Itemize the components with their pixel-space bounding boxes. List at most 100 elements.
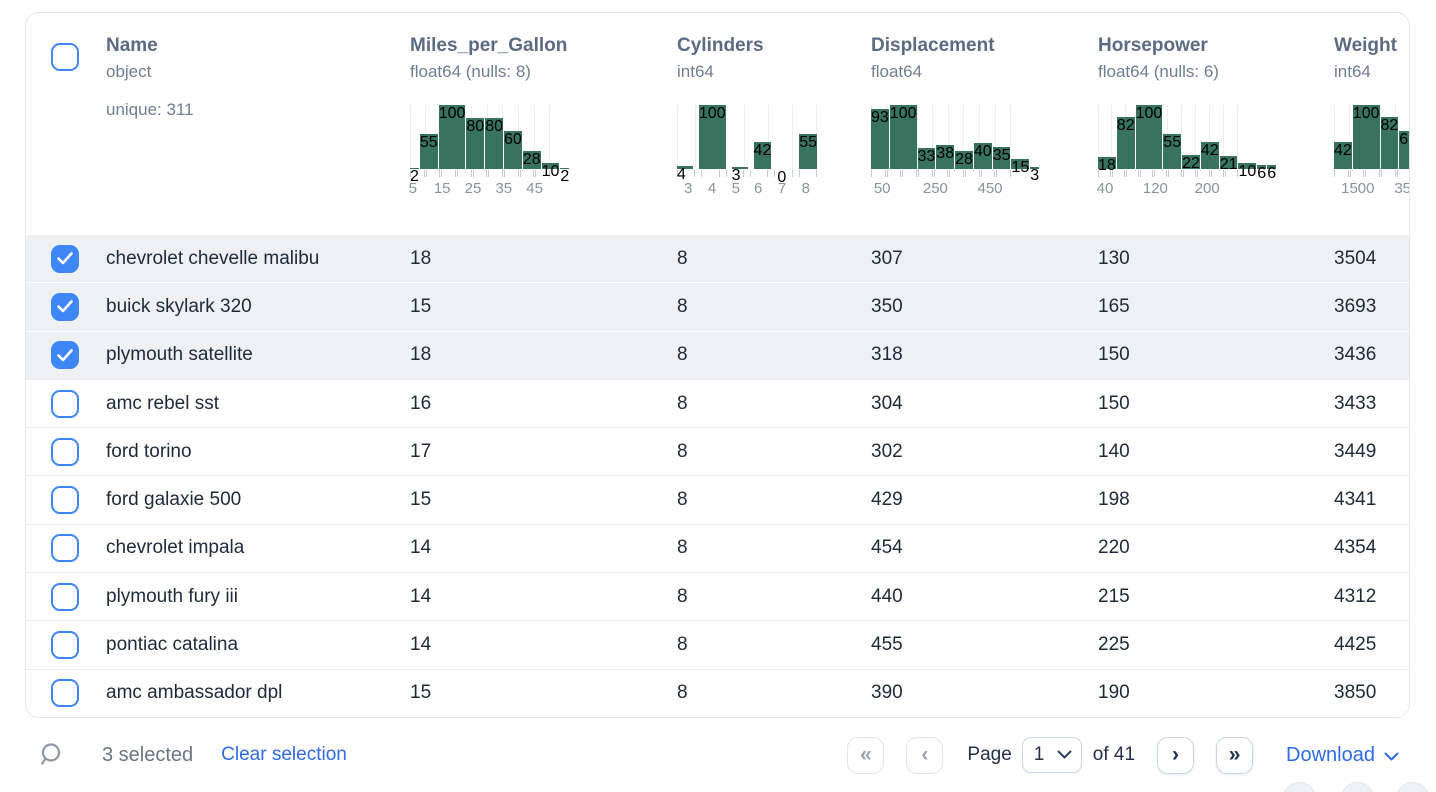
download-label: Download — [1286, 743, 1375, 766]
row-value-cell: 14 — [410, 585, 432, 607]
axis-tick-label: 15 — [433, 180, 451, 197]
row-name-cell: plymouth fury iii — [106, 585, 238, 607]
table-footer: 3 selected Clear selection « ‹ Page 1 of… — [25, 718, 1410, 792]
page-label: Page — [967, 744, 1012, 765]
row-checkbox-cell — [26, 534, 106, 563]
column-dtype: int64 — [677, 62, 714, 81]
row-checkbox[interactable] — [51, 389, 79, 418]
row-value-cell: 455 — [871, 634, 903, 656]
row-checkbox-cell — [26, 292, 106, 321]
column-title: Name — [106, 35, 158, 56]
histogram-bar: 82 — [1116, 116, 1135, 169]
histogram-bars: 4 100 3 42 0 55 — [677, 105, 818, 186]
histogram-plot: 93 100 33 38 28 40 35 15 3 — [871, 105, 1040, 184]
row-value-cell: 3449 — [1334, 440, 1377, 462]
histogram-bar: 42 — [1334, 142, 1352, 169]
histogram-bar: 60 — [504, 130, 522, 169]
download-button[interactable]: Download — [1286, 744, 1399, 767]
row-value-cell: 150 — [1098, 392, 1130, 414]
row-checkbox[interactable] — [51, 534, 79, 563]
prev-page-button[interactable]: ‹ — [906, 736, 944, 774]
row-value-cell: 4425 — [1334, 634, 1377, 656]
row-checkbox[interactable] — [51, 341, 79, 370]
column-dtype: object — [106, 62, 152, 81]
row-checkbox-cell — [26, 486, 106, 515]
row-value-cell: 429 — [871, 489, 903, 511]
row-name-cell: buick skylark 320 — [106, 295, 252, 317]
histogram-bar: 42 — [753, 142, 772, 169]
row-value-cell: 3504 — [1334, 247, 1377, 269]
row-checkbox[interactable] — [51, 582, 79, 611]
row-checkbox[interactable] — [51, 631, 79, 660]
row-value-cell: 165 — [1098, 295, 1130, 317]
search-icon[interactable] — [39, 741, 66, 769]
table-row: chevrolet impala 14 8 454 220 4354 — [26, 523, 1409, 573]
histogram-bar: 6 — [1267, 165, 1277, 183]
histogram-bar: 38 — [936, 144, 955, 169]
row-checkbox[interactable] — [51, 437, 79, 466]
last-page-button[interactable]: » — [1216, 736, 1254, 774]
row-checkbox[interactable] — [51, 244, 79, 273]
row-value-cell: 3433 — [1334, 392, 1377, 414]
row-value-cell: 14 — [410, 537, 432, 559]
histogram-bar: 3 — [731, 167, 748, 184]
axis-tick-label: 5 — [731, 180, 740, 197]
histogram-bar: 100 — [1135, 105, 1163, 169]
histogram-bar: 35 — [992, 146, 1011, 169]
chevron-left-icon: ‹ — [921, 743, 929, 766]
pages-total: of 41 — [1092, 744, 1136, 765]
axis-tick-label: 35 — [495, 180, 513, 197]
axis-tick-label: 1500 — [1341, 180, 1375, 197]
row-value-cell: 3693 — [1334, 295, 1377, 317]
histogram-bar: 3 — [1030, 167, 1040, 185]
row-checkbox[interactable] — [51, 486, 79, 515]
histogram-bar: 42 — [1200, 142, 1219, 169]
row-checkbox-cell — [26, 437, 106, 466]
column-title: Displacement — [871, 35, 995, 56]
histogram-plot: 421008260785025125 — [1334, 105, 1409, 169]
row-value-cell: 8 — [677, 392, 688, 414]
histogram-axis-labels: 40 120 200 — [1096, 179, 1238, 199]
select-all-checkbox[interactable] — [51, 43, 79, 71]
row-value-cell: 16 — [410, 392, 432, 414]
histogram-plot: 18 82 100 55 22 42 21 10 6 6 — [1098, 105, 1277, 182]
row-value-cell: 3850 — [1334, 682, 1377, 704]
chevron-down-icon — [1057, 750, 1072, 759]
page-select[interactable]: 1 — [1021, 737, 1082, 773]
histogram-bar: 55 — [799, 133, 818, 169]
histogram-bar: 10 — [541, 162, 560, 180]
histogram-axis-labels: 50 250 450 — [871, 179, 1011, 199]
row-value-cell: 8 — [677, 247, 688, 269]
row-value-cell: 14 — [410, 634, 432, 656]
axis-tick-label: 40 — [1096, 180, 1114, 197]
row-value-cell: 215 — [1098, 585, 1130, 607]
row-name-cell: pontiac catalina — [106, 634, 239, 656]
row-value-cell: 8 — [677, 585, 688, 607]
column-header-displacement: Displacement float64 93 100 33 38 28 40 35 15 3 50 2… — [871, 13, 1098, 235]
first-page-button[interactable]: « — [847, 736, 885, 774]
row-value-cell: 302 — [871, 440, 903, 462]
row-value-cell: 8 — [677, 682, 688, 704]
row-value-cell: 15 — [410, 489, 432, 511]
row-checkbox[interactable] — [51, 292, 79, 321]
axis-tick-label: 6 — [754, 180, 763, 197]
column-histogram: 18 82 100 55 22 42 21 10 6 6 40 120 200 — [1096, 105, 1277, 199]
histogram-plot: 2 55 100 80 80 60 28 10 2 — [410, 105, 570, 185]
table-row: chevrolet chevelle malibu 18 8 307 130 3504 — [26, 235, 1409, 283]
histogram-bar: 82 — [1380, 116, 1399, 169]
row-value-cell: 198 — [1098, 489, 1130, 511]
clear-selection-link[interactable]: Clear selection — [221, 744, 347, 765]
table-row: amc ambassador dpl 15 8 390 190 3850 — [26, 668, 1409, 717]
axis-tick-label: 7 — [777, 180, 787, 197]
pagination: « ‹ Page 1 of 41 › » Download — [847, 736, 1399, 774]
row-value-cell: 4312 — [1334, 585, 1377, 607]
table-row: ford torino 17 8 302 140 3449 — [26, 427, 1409, 476]
row-value-cell: 8 — [677, 344, 688, 366]
row-checkbox[interactable] — [51, 679, 79, 708]
row-value-cell: 454 — [871, 537, 903, 559]
table-body: chevrolet chevelle malibu 18 8 307 130 3504 bu… — [26, 235, 1409, 717]
next-page-button[interactable]: › — [1157, 736, 1195, 774]
table-row: plymouth fury iii 14 8 440 215 4312 — [26, 572, 1409, 621]
